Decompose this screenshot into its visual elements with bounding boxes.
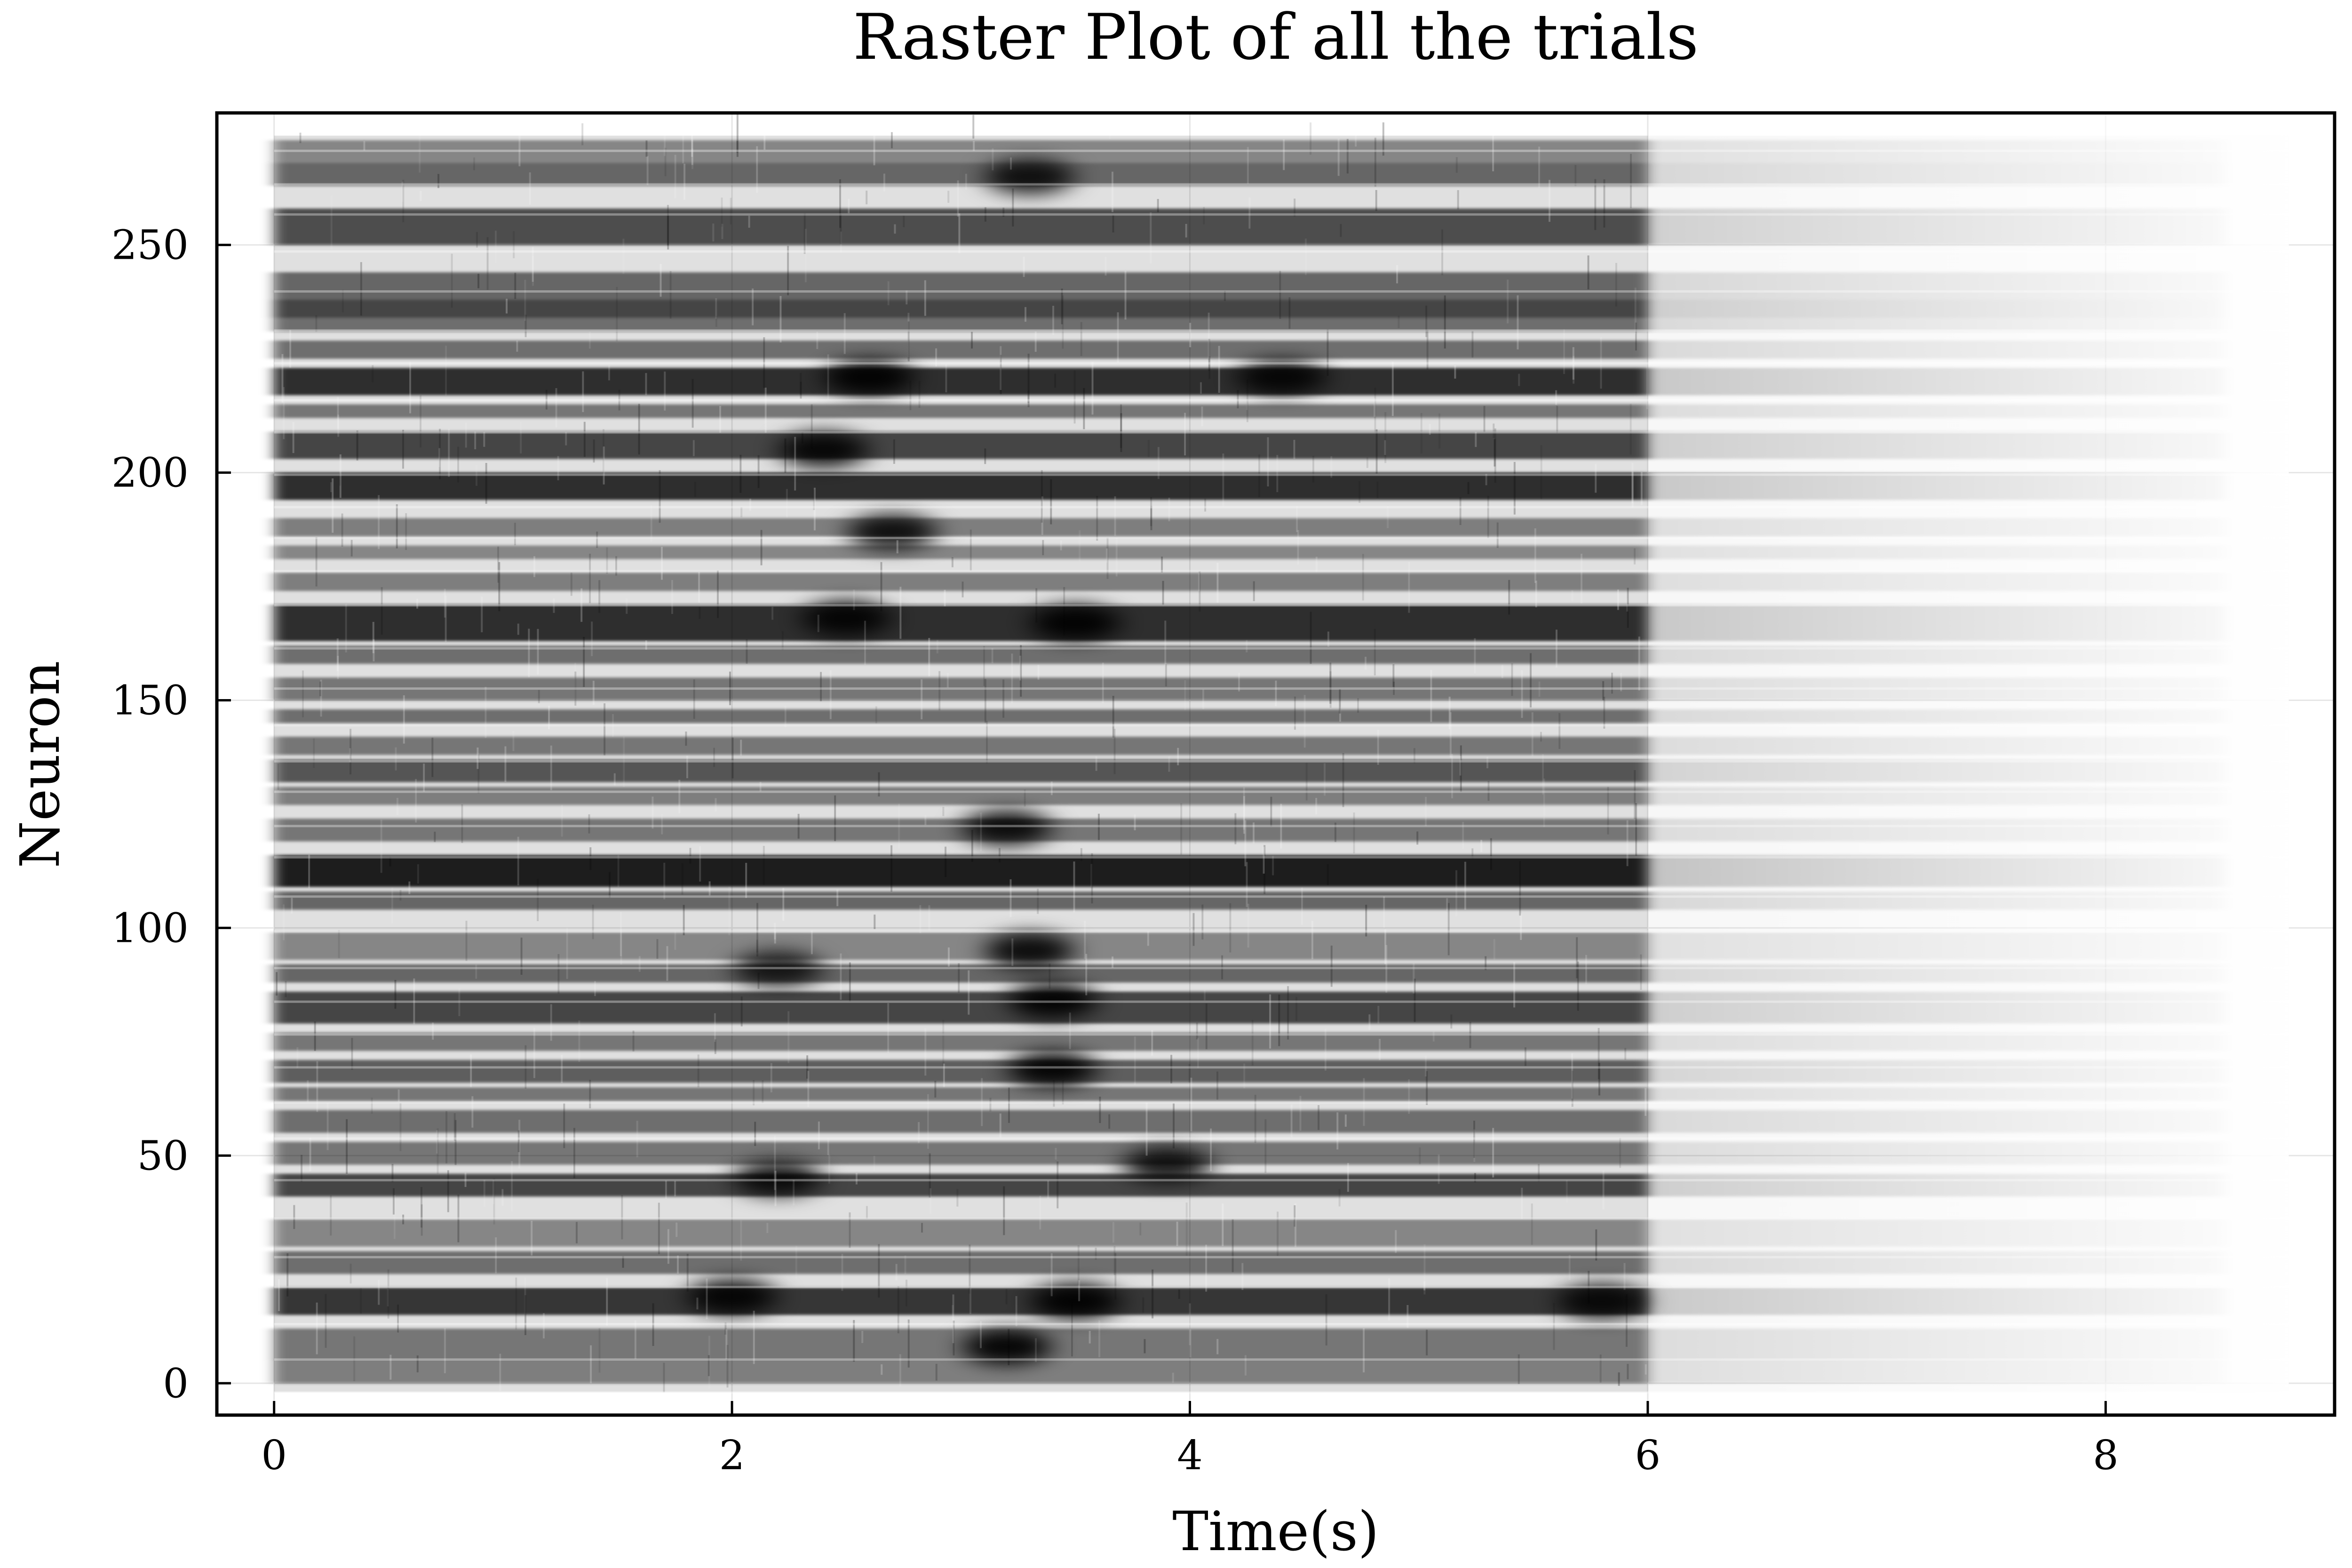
hotspot [962, 810, 1051, 845]
neuron-band [274, 709, 1648, 723]
neuron-band [274, 545, 1648, 559]
neuron-band [274, 819, 1648, 841]
neuron-band [274, 300, 1648, 318]
neuron-band [274, 1142, 1648, 1164]
y-tick-label: 200 [111, 450, 189, 497]
neuron-band [274, 1087, 1648, 1101]
neuron-band [274, 605, 1648, 641]
neuron-band [274, 573, 1648, 591]
y-tick-label: 100 [111, 905, 189, 952]
y-tick-label: 0 [163, 1360, 189, 1407]
neuron-band [274, 737, 1648, 755]
neuron-band [274, 1110, 1648, 1133]
neuron-band [274, 473, 1648, 500]
x-axis-label: Time(s) [1172, 1500, 1379, 1563]
hotspot [1557, 1283, 1647, 1319]
neuron-band [274, 272, 1648, 300]
y-tick-label: 150 [111, 677, 189, 724]
neuron-band [274, 431, 1648, 459]
neuron-band [274, 1329, 1648, 1361]
x-tick-label: 2 [719, 1432, 745, 1479]
neuron-band [274, 891, 1648, 910]
neuron-band [274, 787, 1648, 805]
hotspot [733, 1161, 822, 1196]
x-tick-label: 8 [2093, 1432, 2119, 1479]
neuron-band [274, 341, 1648, 359]
x-tick-label: 4 [1177, 1432, 1203, 1479]
neuron-band [274, 1361, 1648, 1383]
neuron-band [274, 855, 1648, 887]
y-tick-label: 50 [137, 1132, 189, 1179]
y-tick-label: 250 [111, 222, 189, 269]
neuron-band [274, 1174, 1648, 1196]
hotspot [687, 1279, 777, 1314]
chart-title: Raster Plot of all the trials [853, 0, 1699, 74]
neuron-band [274, 163, 1648, 185]
hotspot [985, 159, 1074, 194]
neuron-band [274, 759, 1648, 782]
neuron-band [274, 1060, 1648, 1082]
neuron-band [274, 1288, 1648, 1315]
hotspot [1031, 605, 1120, 641]
hotspot [1008, 1051, 1097, 1087]
neuron-band [274, 518, 1648, 536]
hotspot [1122, 1147, 1212, 1183]
hotspot [985, 933, 1074, 969]
x-tick-label: 6 [1635, 1432, 1661, 1479]
x-tick-label: 0 [261, 1432, 287, 1479]
y-axis-label: Neuron [9, 661, 72, 868]
neuron-band [274, 992, 1648, 1024]
neuron-band [274, 1251, 1648, 1274]
hotspot [1031, 1283, 1120, 1319]
fade-overlay [1648, 113, 2289, 1415]
neuron-band [274, 404, 1648, 418]
hotspot [848, 514, 937, 549]
neuron-band [274, 932, 1648, 960]
neuron-band [274, 368, 1648, 395]
late-fade [1648, 113, 2289, 1415]
hotspot [779, 432, 868, 468]
neuron-band [274, 1219, 1648, 1247]
